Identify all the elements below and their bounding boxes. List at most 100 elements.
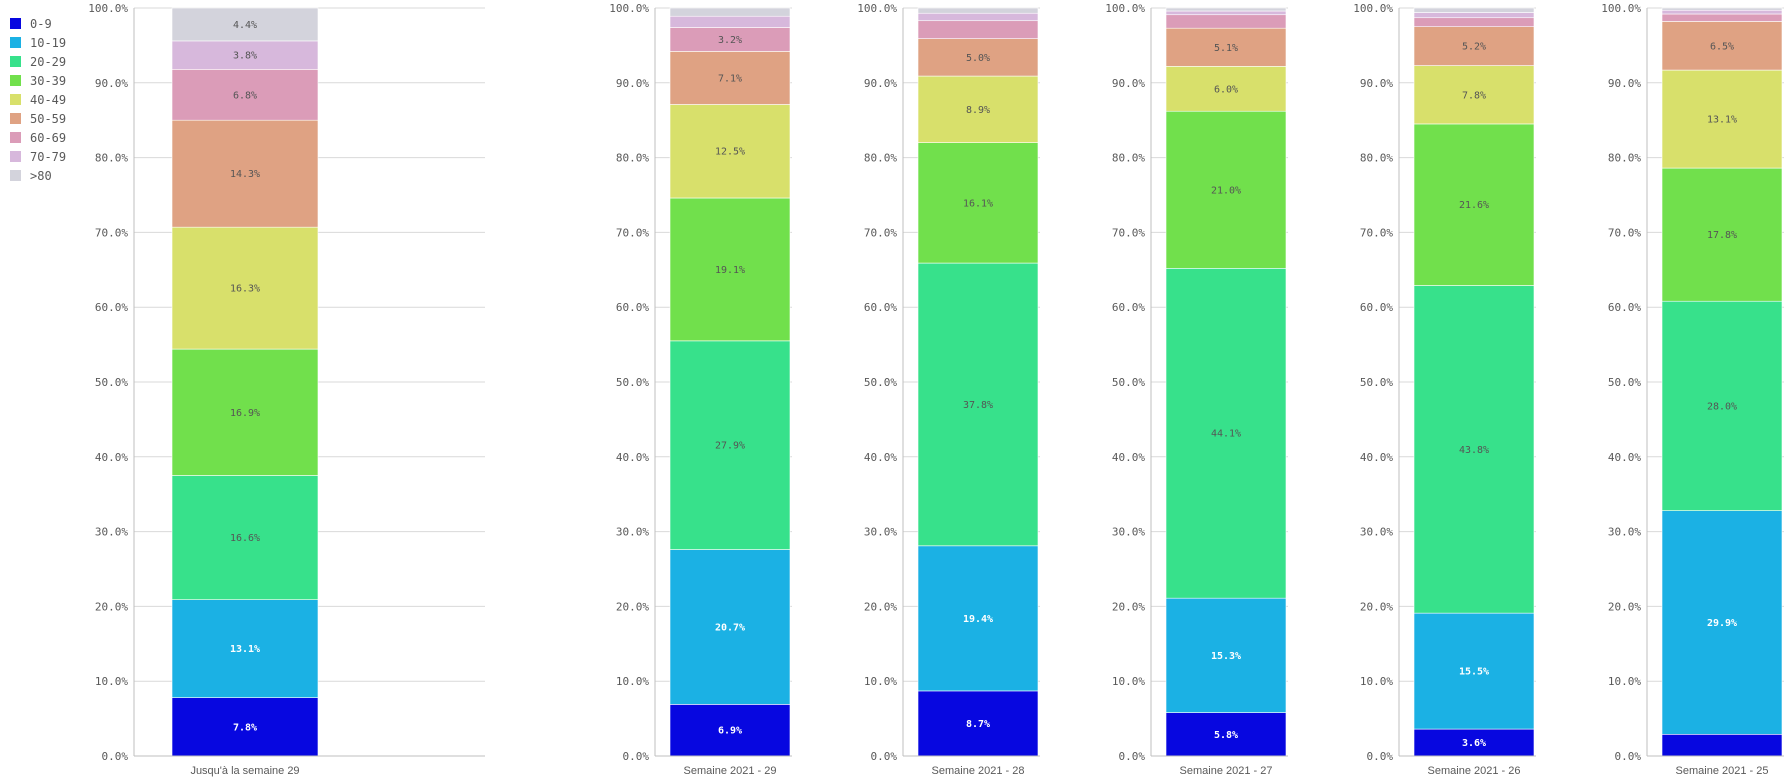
y-tick-label: 70.0% bbox=[1112, 226, 1145, 239]
bar-segment bbox=[1661, 300, 1783, 511]
legend-label: 60-69 bbox=[30, 130, 67, 145]
data-label: 8.7% bbox=[966, 719, 990, 730]
data-label: 21.0% bbox=[1211, 185, 1241, 196]
y-tick-label: 40.0% bbox=[1608, 451, 1641, 464]
bar-segment bbox=[171, 7, 319, 42]
data-label: 4.4% bbox=[233, 20, 257, 31]
y-tick-label: 90.0% bbox=[1112, 77, 1145, 90]
bar-segment bbox=[1661, 13, 1783, 22]
bar-segment bbox=[669, 7, 791, 17]
bar-segment bbox=[917, 142, 1039, 264]
data-label: 13.1% bbox=[230, 644, 260, 655]
data-label: 14.3% bbox=[230, 169, 260, 180]
y-tick-label: 40.0% bbox=[95, 451, 128, 464]
y-tick-label: 50.0% bbox=[1360, 376, 1393, 389]
data-label: 21.6% bbox=[1459, 200, 1489, 211]
data-label: 29.9% bbox=[1707, 618, 1737, 629]
bar-segment bbox=[917, 690, 1039, 757]
y-tick-label: 90.0% bbox=[95, 77, 128, 90]
legend-item[interactable]: >80 bbox=[10, 166, 66, 185]
bar-segment bbox=[669, 549, 791, 705]
bar-segment bbox=[917, 545, 1039, 692]
y-tick-label: 80.0% bbox=[1112, 152, 1145, 165]
y-tick-label: 60.0% bbox=[1360, 301, 1393, 314]
data-label: 16.3% bbox=[230, 284, 260, 295]
y-tick-label: 90.0% bbox=[1608, 77, 1641, 90]
y-tick-label: 100.0% bbox=[609, 2, 649, 15]
y-tick-label: 0.0% bbox=[1119, 750, 1146, 763]
bar-segment bbox=[1661, 510, 1783, 735]
y-tick-label: 0.0% bbox=[1615, 750, 1642, 763]
y-tick-label: 10.0% bbox=[95, 675, 128, 688]
data-label: 6.5% bbox=[1710, 41, 1734, 52]
bar-segment bbox=[1413, 65, 1535, 125]
y-tick-label: 50.0% bbox=[1112, 376, 1145, 389]
legend-swatch bbox=[10, 18, 21, 29]
y-tick-label: 10.0% bbox=[864, 675, 897, 688]
bar-segment bbox=[1165, 712, 1287, 757]
x-category-label: Semaine 2021 - 27 bbox=[1180, 765, 1273, 777]
bar-segment bbox=[1165, 597, 1287, 713]
bar-segment bbox=[1661, 167, 1783, 302]
legend-item[interactable]: 40-49 bbox=[10, 90, 66, 109]
y-tick-label: 100.0% bbox=[1601, 2, 1641, 15]
y-tick-label: 50.0% bbox=[864, 376, 897, 389]
data-label: 6.8% bbox=[233, 90, 257, 101]
y-tick-label: 30.0% bbox=[95, 526, 128, 539]
y-tick-label: 70.0% bbox=[1360, 226, 1393, 239]
legend-swatch bbox=[10, 75, 21, 86]
bar-segment bbox=[917, 7, 1039, 14]
data-label: 19.4% bbox=[963, 614, 993, 625]
data-label: 8.9% bbox=[966, 105, 990, 116]
data-label: 15.3% bbox=[1211, 651, 1241, 662]
data-label: 7.8% bbox=[1462, 90, 1486, 101]
legend-swatch bbox=[10, 132, 21, 143]
y-tick-label: 0.0% bbox=[871, 750, 898, 763]
legend-item[interactable]: 60-69 bbox=[10, 128, 66, 147]
data-label: 44.1% bbox=[1211, 429, 1241, 440]
y-tick-label: 80.0% bbox=[1360, 152, 1393, 165]
y-tick-label: 20.0% bbox=[1608, 600, 1641, 613]
y-tick-label: 70.0% bbox=[95, 226, 128, 239]
legend-swatch bbox=[10, 94, 21, 105]
y-tick-label: 40.0% bbox=[864, 451, 897, 464]
y-tick-label: 20.0% bbox=[616, 600, 649, 613]
y-tick-label: 40.0% bbox=[1360, 451, 1393, 464]
legend-item[interactable]: 20-29 bbox=[10, 52, 66, 71]
bar-segment bbox=[1413, 7, 1535, 13]
y-tick-label: 40.0% bbox=[1112, 451, 1145, 464]
y-tick-label: 20.0% bbox=[95, 600, 128, 613]
y-tick-label: 40.0% bbox=[616, 451, 649, 464]
data-label: 6.9% bbox=[718, 726, 742, 737]
legend-label: >80 bbox=[30, 168, 52, 183]
bar-segment bbox=[917, 262, 1039, 547]
bar-segment bbox=[171, 697, 319, 757]
bar-segment bbox=[1165, 66, 1287, 112]
legend-item[interactable]: 70-79 bbox=[10, 147, 66, 166]
y-tick-label: 100.0% bbox=[88, 2, 128, 15]
y-tick-label: 80.0% bbox=[616, 152, 649, 165]
legend-item[interactable]: 50-59 bbox=[10, 109, 66, 128]
y-tick-label: 30.0% bbox=[616, 526, 649, 539]
bar-segment bbox=[171, 599, 319, 698]
data-label: 3.8% bbox=[233, 51, 257, 62]
y-tick-label: 80.0% bbox=[1608, 152, 1641, 165]
y-tick-label: 70.0% bbox=[616, 226, 649, 239]
legend-item[interactable]: 30-39 bbox=[10, 71, 66, 90]
legend-label: 30-39 bbox=[30, 73, 67, 88]
bar-segment bbox=[1165, 7, 1287, 12]
data-label: 5.2% bbox=[1462, 42, 1486, 53]
bar-segment bbox=[917, 20, 1039, 39]
bar-segment bbox=[1413, 26, 1535, 66]
y-tick-label: 90.0% bbox=[864, 77, 897, 90]
legend-item[interactable]: 0-9 bbox=[10, 14, 66, 33]
data-label: 12.5% bbox=[715, 147, 745, 158]
y-tick-label: 20.0% bbox=[1112, 600, 1145, 613]
y-tick-label: 50.0% bbox=[95, 376, 128, 389]
y-tick-label: 50.0% bbox=[616, 376, 649, 389]
legend-item[interactable]: 10-19 bbox=[10, 33, 66, 52]
data-label: 16.1% bbox=[963, 198, 993, 209]
y-tick-label: 10.0% bbox=[1360, 675, 1393, 688]
bar-segment bbox=[1165, 10, 1287, 16]
